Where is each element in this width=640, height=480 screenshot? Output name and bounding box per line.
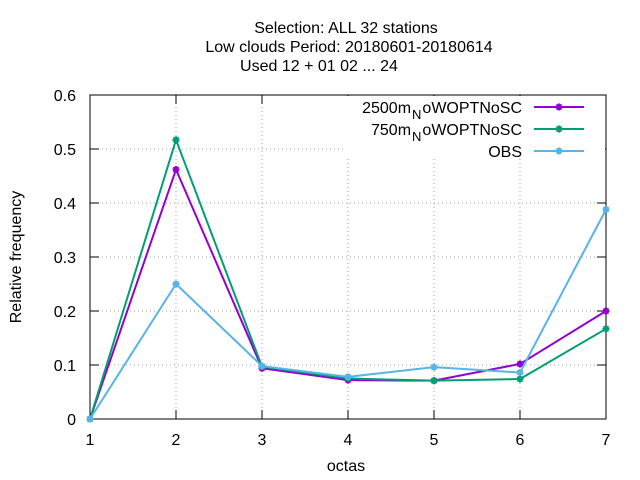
plot-border — [89, 94, 607, 420]
title-line-1: Selection: ALL 32 stations — [254, 20, 438, 37]
title-line-3: Used 12 + 01 02 ... 24 — [240, 58, 398, 75]
x-tick-label: 4 — [344, 432, 353, 449]
data-point-marker — [602, 307, 610, 315]
y-tick-label: 0 — [67, 412, 76, 429]
legend-entry-1: 2500mNoWOPTNoSC — [362, 100, 584, 122]
y-tick-label: 0.2 — [54, 304, 76, 321]
data-point-marker — [555, 103, 563, 111]
legend-label-rest: oWOPTNoSC — [422, 100, 522, 117]
legend-label: 2500mNoWOPTNoSC — [362, 100, 522, 122]
data-point-marker — [555, 147, 563, 155]
legend-label-main: OBS — [488, 144, 522, 161]
x-tick-label: 3 — [258, 432, 267, 449]
legend-entry-2: 750mNoWOPTNoSC — [371, 122, 584, 144]
legend-label-subscript: N — [412, 107, 421, 122]
legend-label-subscript: N — [412, 129, 421, 144]
title-line-2: Low clouds Period: 20180601-20180614 — [205, 39, 492, 56]
x-tick-label: 6 — [516, 432, 525, 449]
data-point-marker — [430, 377, 438, 384]
legend-label: OBS — [488, 144, 522, 161]
series-3 — [86, 205, 610, 423]
x-tick-label: 5 — [430, 432, 439, 449]
y-tick-label: 0.1 — [54, 358, 76, 375]
x-tick-label: 1 — [86, 432, 95, 449]
data-point-marker — [172, 280, 180, 288]
series-1 — [86, 166, 610, 423]
data-point-marker — [172, 166, 180, 173]
data-point-marker — [602, 325, 610, 333]
chart-title: Selection: ALL 32 stations Low clouds Pe… — [205, 20, 492, 75]
legend-entry-3: OBS — [488, 144, 584, 161]
data-point-marker — [555, 125, 563, 133]
x-axis-label: octas — [327, 458, 365, 475]
x-tick-label: 2 — [172, 432, 181, 449]
x-tick-label: 7 — [602, 432, 611, 449]
data-point-marker — [258, 362, 266, 370]
data-point-marker — [516, 375, 524, 383]
data-point-marker — [516, 369, 524, 376]
legend-label-rest: oWOPTNoSC — [422, 122, 522, 139]
data-point-marker — [516, 360, 524, 368]
series-lines — [86, 136, 610, 423]
data-point-marker — [344, 373, 352, 381]
legend-label-main: 2500m — [362, 100, 411, 117]
y-tick-label: 0.4 — [54, 196, 76, 213]
y-tick-label: 0.3 — [54, 250, 76, 267]
data-point-marker — [86, 415, 94, 423]
legend-label-main: 750m — [371, 122, 411, 139]
y-tick-label: 0.6 — [54, 88, 76, 105]
y-axis-label: Relative frequency — [8, 191, 25, 324]
axes: 0 0.1 0.2 0.3 0.4 0.5 0.6 1 2 3 4 5 6 7 — [54, 88, 611, 449]
legend-label: 750mNoWOPTNoSC — [371, 122, 522, 144]
y-tick-label: 0.5 — [54, 142, 76, 159]
data-point-marker — [172, 136, 180, 144]
data-point-marker — [602, 206, 610, 213]
data-point-marker — [430, 363, 438, 371]
